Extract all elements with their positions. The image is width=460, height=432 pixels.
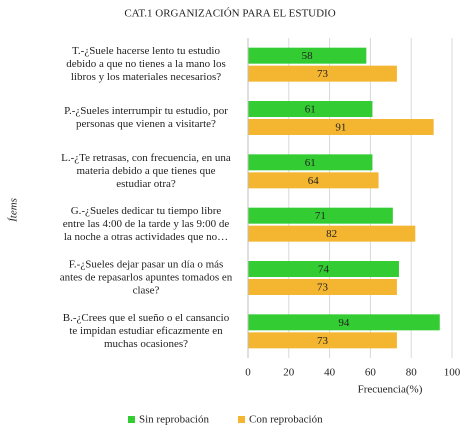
legend-label: Sin reprobación xyxy=(139,414,209,426)
chart-title: CAT.1 ORGANIZACIÓN PARA EL ESTUDIO xyxy=(124,8,335,20)
y-tick-label: debido a que no tienes a la mano los xyxy=(66,58,225,70)
bar xyxy=(248,172,379,189)
data-label: 91 xyxy=(335,122,346,134)
y-tick-label: T.-¿Suele hacerse lento tu estudio xyxy=(72,45,220,57)
bar xyxy=(248,47,367,64)
bar xyxy=(248,119,434,135)
data-label: 94 xyxy=(338,317,350,329)
y-tick-label: libros y los materiales necesarios? xyxy=(71,71,221,83)
y-tick-label: estudiar otra? xyxy=(116,178,176,190)
y-tick-label: B.-¿Crees que el sueño o el cansancio xyxy=(63,312,230,324)
x-tick-label: 40 xyxy=(324,367,336,379)
data-label: 73 xyxy=(317,282,329,294)
bar xyxy=(248,207,393,224)
data-label: 58 xyxy=(302,50,314,62)
bar xyxy=(248,101,373,117)
bar xyxy=(248,279,397,295)
data-label: 73 xyxy=(317,68,329,80)
y-tick-label: G.-¿Sueles dedicar tu tiempo libre xyxy=(71,205,222,217)
y-tick-label: te impidan estudiar eficazmente en xyxy=(69,325,223,337)
bar xyxy=(248,225,416,242)
y-tick-label: muchas ocasiones? xyxy=(104,338,188,350)
y-tick-label: F.-¿Sueles dejar pasar un día o más xyxy=(69,259,224,271)
x-tick-label: 60 xyxy=(365,367,377,379)
x-tick-label: 100 xyxy=(444,367,460,379)
y-axis-title: Ítems xyxy=(8,198,20,223)
y-tick-label: P.-¿Sueles interrumpir tu estudio, por xyxy=(64,105,228,117)
legend-label: Con reprobación xyxy=(249,414,323,426)
data-label: 61 xyxy=(305,104,316,116)
bar xyxy=(248,261,399,277)
y-tick-label: personas que vienen a visitarte? xyxy=(76,118,216,130)
legend-swatch xyxy=(238,416,245,423)
bar xyxy=(248,65,397,82)
y-tick-label: L.-¿Te retrasas, con frecuencia, en una xyxy=(61,152,231,164)
x-axis-title: Frecuencia(%) xyxy=(358,384,423,396)
y-tick-label: la noche a otras actividades que no… xyxy=(64,231,228,243)
data-label: 82 xyxy=(326,228,337,240)
y-tick-label: entre las 4:00 de la tarde y las 9:00 de xyxy=(63,218,230,230)
x-tick-label: 0 xyxy=(245,367,251,379)
y-tick-label: materia debido a que tienes que xyxy=(77,165,216,177)
data-label: 64 xyxy=(308,175,320,187)
bar xyxy=(248,332,397,349)
bar xyxy=(248,154,373,171)
data-label: 73 xyxy=(317,335,329,347)
x-tick-label: 20 xyxy=(283,367,295,379)
legend-swatch xyxy=(128,416,135,423)
data-label: 71 xyxy=(315,210,326,222)
x-tick-label: 80 xyxy=(406,367,418,379)
y-tick-label: clase? xyxy=(133,285,160,297)
data-label: 74 xyxy=(318,264,330,276)
data-label: 61 xyxy=(305,157,316,169)
bar xyxy=(248,314,440,331)
y-tick-label: antes de repasarlos apuntes tomados en xyxy=(60,272,233,284)
